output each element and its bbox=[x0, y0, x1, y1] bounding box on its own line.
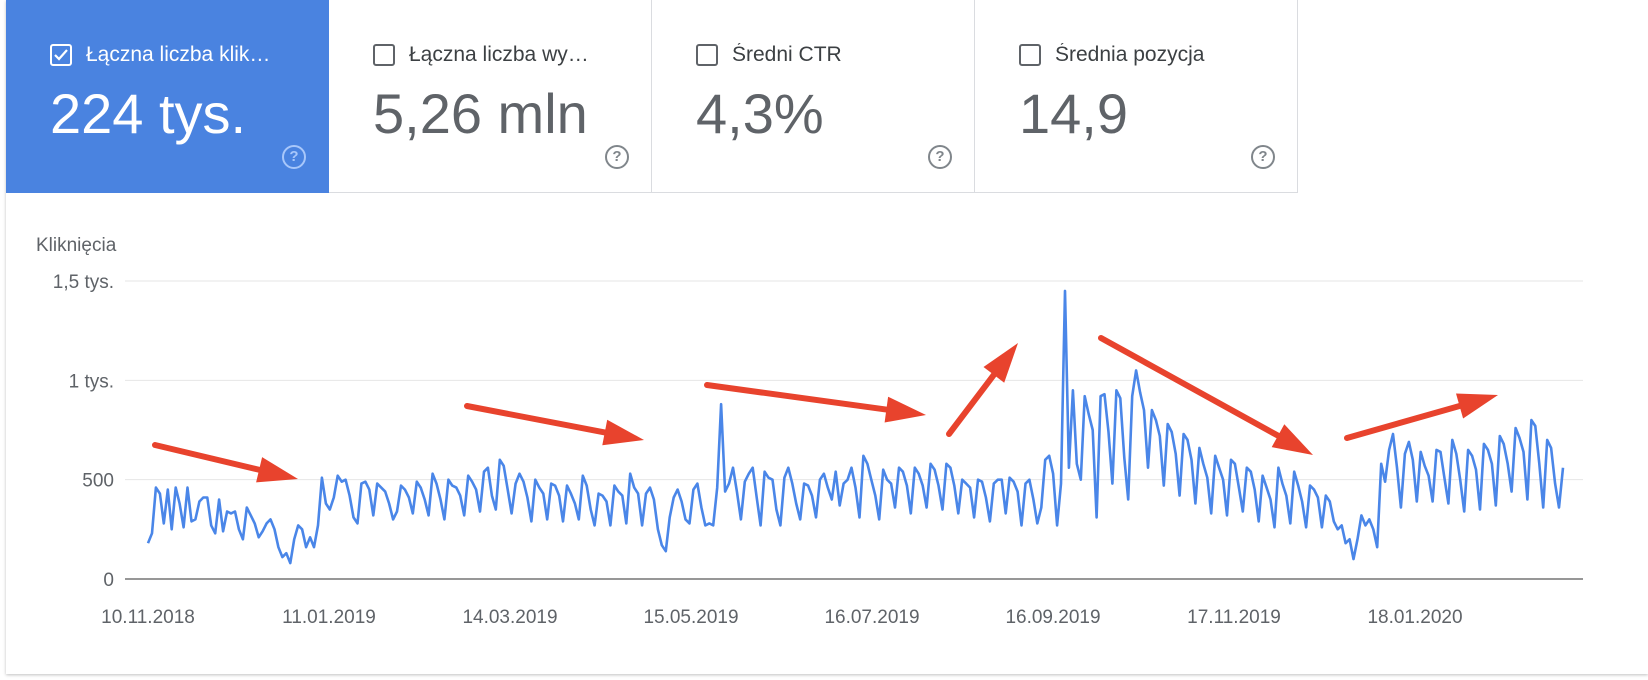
x-tick-label: 11.01.2019 bbox=[282, 607, 376, 628]
annotation-arrow bbox=[1344, 393, 1498, 441]
annotation-arrow bbox=[946, 343, 1018, 437]
checkbox-unchecked-icon[interactable] bbox=[373, 44, 395, 66]
card-value: 14,9 bbox=[1019, 82, 1128, 145]
card-average-ctr[interactable]: Średni CTR 4,3% ? bbox=[652, 0, 975, 193]
question-circle-icon[interactable]: ? bbox=[1251, 145, 1275, 169]
card-value: 4,3% bbox=[696, 82, 824, 145]
x-tick-label: 16.09.2019 bbox=[1005, 607, 1100, 628]
x-tick-label: 15.05.2019 bbox=[643, 607, 738, 628]
annotation-arrow bbox=[152, 442, 298, 483]
card-label: Łączna liczba klik… bbox=[86, 43, 271, 66]
x-tick-label: 18.01.2020 bbox=[1367, 607, 1462, 628]
clicks-chart: 0 500 1 tys. 1,5 tys. 10.11.2018 11.01.2019 1… bbox=[0, 193, 1648, 663]
question-circle-icon[interactable]: ? bbox=[282, 145, 306, 169]
card-label: Średnia pozycja bbox=[1055, 43, 1205, 66]
metric-cards: Łączna liczba klik… 224 tys. ? Łączna li… bbox=[6, 0, 1298, 193]
y-axis-ticks: 0 500 1 tys. 1,5 tys. bbox=[53, 272, 114, 591]
question-circle-icon[interactable]: ? bbox=[928, 145, 952, 169]
annotation-arrows bbox=[152, 335, 1498, 483]
series-line bbox=[146, 289, 1565, 565]
checkbox-checked-icon[interactable] bbox=[50, 44, 72, 66]
annotation-arrow bbox=[704, 382, 926, 423]
x-axis-ticks: 10.11.2018 11.01.2019 14.03.2019 15.05.2019… bbox=[101, 607, 1462, 628]
card-label: Łączna liczba wy… bbox=[409, 43, 589, 66]
x-tick-label: 14.03.2019 bbox=[462, 607, 557, 628]
x-tick-label: 10.11.2018 bbox=[101, 607, 195, 628]
annotation-arrow bbox=[1098, 335, 1313, 455]
card-total-clicks[interactable]: Łączna liczba klik… 224 tys. ? bbox=[6, 0, 329, 193]
y-axis-title: Kliknięcia bbox=[36, 235, 117, 256]
y-tick-label: 1 tys. bbox=[69, 371, 114, 392]
y-tick-label: 0 bbox=[103, 570, 114, 591]
question-circle-icon[interactable]: ? bbox=[605, 145, 629, 169]
checkbox-unchecked-icon[interactable] bbox=[1019, 44, 1041, 66]
checkbox-unchecked-icon[interactable] bbox=[696, 44, 718, 66]
y-tick-label: 500 bbox=[82, 471, 114, 492]
x-tick-label: 16.07.2019 bbox=[824, 607, 919, 628]
y-tick-label: 1,5 tys. bbox=[53, 272, 114, 293]
annotation-arrow bbox=[464, 403, 644, 446]
card-value: 5,26 mln bbox=[373, 82, 588, 145]
x-tick-label: 17.11.2019 bbox=[1187, 607, 1281, 628]
card-average-position[interactable]: Średnia pozycja 14,9 ? bbox=[975, 0, 1298, 193]
card-label: Średni CTR bbox=[732, 43, 842, 66]
card-value: 224 tys. bbox=[50, 82, 247, 145]
card-total-impressions[interactable]: Łączna liczba wy… 5,26 mln ? bbox=[329, 0, 652, 193]
